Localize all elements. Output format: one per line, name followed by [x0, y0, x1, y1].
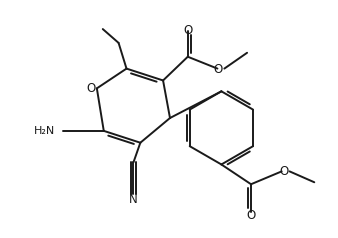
Text: O: O	[183, 24, 192, 37]
Text: O: O	[214, 63, 223, 76]
Text: O: O	[246, 209, 256, 222]
Text: H₂N: H₂N	[34, 126, 55, 136]
Text: O: O	[279, 165, 288, 178]
Text: O: O	[86, 82, 96, 95]
Text: N: N	[129, 193, 138, 206]
